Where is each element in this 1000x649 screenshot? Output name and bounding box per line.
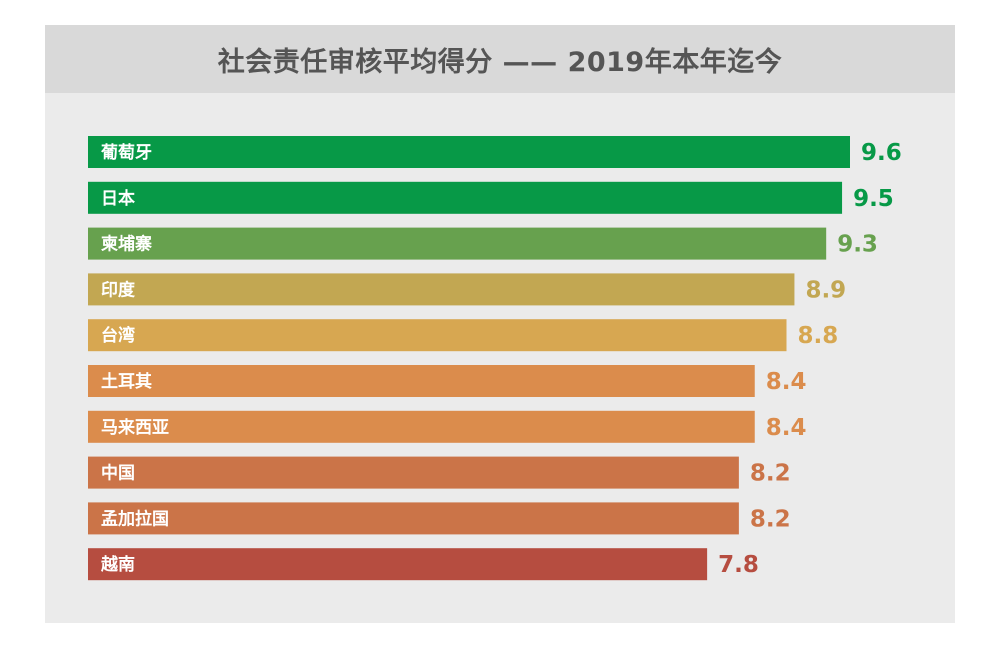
category-label-4: 台湾: [101, 325, 135, 346]
bar-2: [88, 227, 827, 260]
category-label-3: 印度: [101, 279, 136, 300]
value-label-5: 8.4: [766, 369, 807, 395]
value-label-4: 8.8: [798, 323, 839, 349]
bar-7: [88, 456, 739, 489]
bar-6: [88, 410, 755, 443]
value-label-0: 9.6: [861, 140, 902, 166]
category-label-5: 土耳其: [101, 371, 152, 392]
bar-9: [88, 548, 708, 581]
bar-chart: 葡萄牙 9.6 日本 9.5 柬埔寨 9.3 印度 8.9 台湾 8.8 土耳其 8.4 马来西亚 8.4…: [88, 136, 902, 581]
value-label-6: 8.4: [766, 415, 807, 441]
category-label-2: 柬埔寨: [101, 234, 152, 255]
chart-area: 葡萄牙 9.6 日本 9.5 柬埔寨 9.3 印度 8.9 台湾 8.8 土耳其 8.4 马来西亚 8.4…: [45, 93, 955, 623]
bar-4: [88, 319, 787, 352]
value-label-2: 9.3: [837, 232, 878, 258]
category-label-1: 日本: [101, 188, 135, 209]
bar-3: [88, 273, 795, 306]
bar-5: [88, 365, 755, 397]
category-label-9: 越南: [100, 554, 135, 575]
value-label-9: 7.8: [718, 552, 759, 578]
category-label-0: 葡萄牙: [100, 142, 152, 163]
category-label-6: 马来西亚: [101, 417, 169, 438]
bar-0: [88, 136, 850, 168]
category-label-8: 孟加拉国: [101, 508, 169, 529]
chart-card: 社会责任审核平均得分 —— 2019年本年迄今 葡萄牙 9.6 日本 9.5 柬埔寨 9.…: [45, 25, 955, 623]
value-label-3: 8.9: [805, 277, 846, 303]
bar-1: [88, 181, 843, 214]
value-label-7: 8.2: [750, 461, 791, 487]
bar-8: [88, 502, 739, 535]
value-label-8: 8.2: [750, 506, 791, 532]
chart-header: 社会责任审核平均得分 —— 2019年本年迄今: [45, 25, 955, 93]
value-label-1: 9.5: [853, 186, 894, 212]
chart-title: 社会责任审核平均得分 —— 2019年本年迄今: [217, 46, 783, 78]
category-label-7: 中国: [101, 463, 135, 484]
